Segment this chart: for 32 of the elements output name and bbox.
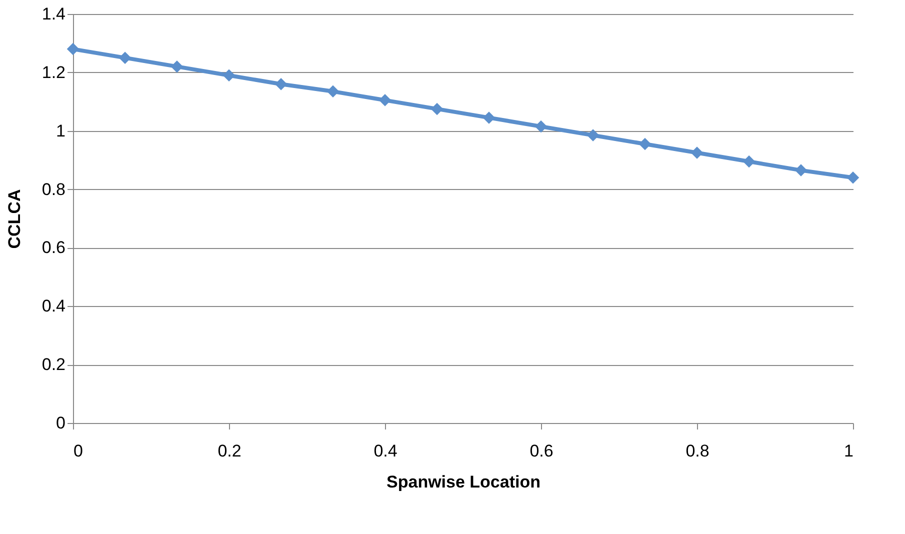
x-tick-label: 1 bbox=[844, 442, 854, 460]
point bbox=[170, 60, 184, 73]
y-axis-title: CCLCA bbox=[4, 189, 24, 249]
point bbox=[638, 138, 652, 150]
x-tick-label: 0.2 bbox=[218, 442, 242, 460]
point bbox=[846, 171, 860, 184]
y-tick-label: 1 bbox=[56, 121, 66, 140]
y-tick-label: 0.2 bbox=[42, 355, 66, 374]
point bbox=[534, 120, 548, 133]
point bbox=[222, 69, 236, 82]
point bbox=[274, 78, 288, 90]
x-tick-label: 0 bbox=[74, 442, 83, 460]
x-axis-title: Spanwise Location bbox=[386, 472, 540, 492]
point bbox=[378, 94, 392, 106]
point bbox=[482, 112, 496, 124]
y-tick-label: 0 bbox=[56, 414, 66, 432]
y-tick-label: 0.6 bbox=[42, 238, 66, 258]
y-tick-label: 0.8 bbox=[42, 180, 66, 199]
point bbox=[794, 164, 808, 176]
x-tick-label: 0.6 bbox=[530, 442, 554, 460]
y-tick-label: 1.4 bbox=[42, 4, 66, 24]
x-tick-label: 0.8 bbox=[686, 442, 710, 460]
point bbox=[66, 42, 80, 56]
point bbox=[118, 52, 132, 64]
point bbox=[742, 155, 756, 168]
point bbox=[430, 102, 444, 116]
y-tick-label: 0.4 bbox=[42, 296, 66, 316]
point bbox=[690, 146, 704, 159]
x-tick-label: 0.4 bbox=[374, 442, 398, 460]
point bbox=[586, 129, 600, 142]
y-tick-label: 1.2 bbox=[42, 62, 66, 82]
point bbox=[326, 85, 340, 98]
